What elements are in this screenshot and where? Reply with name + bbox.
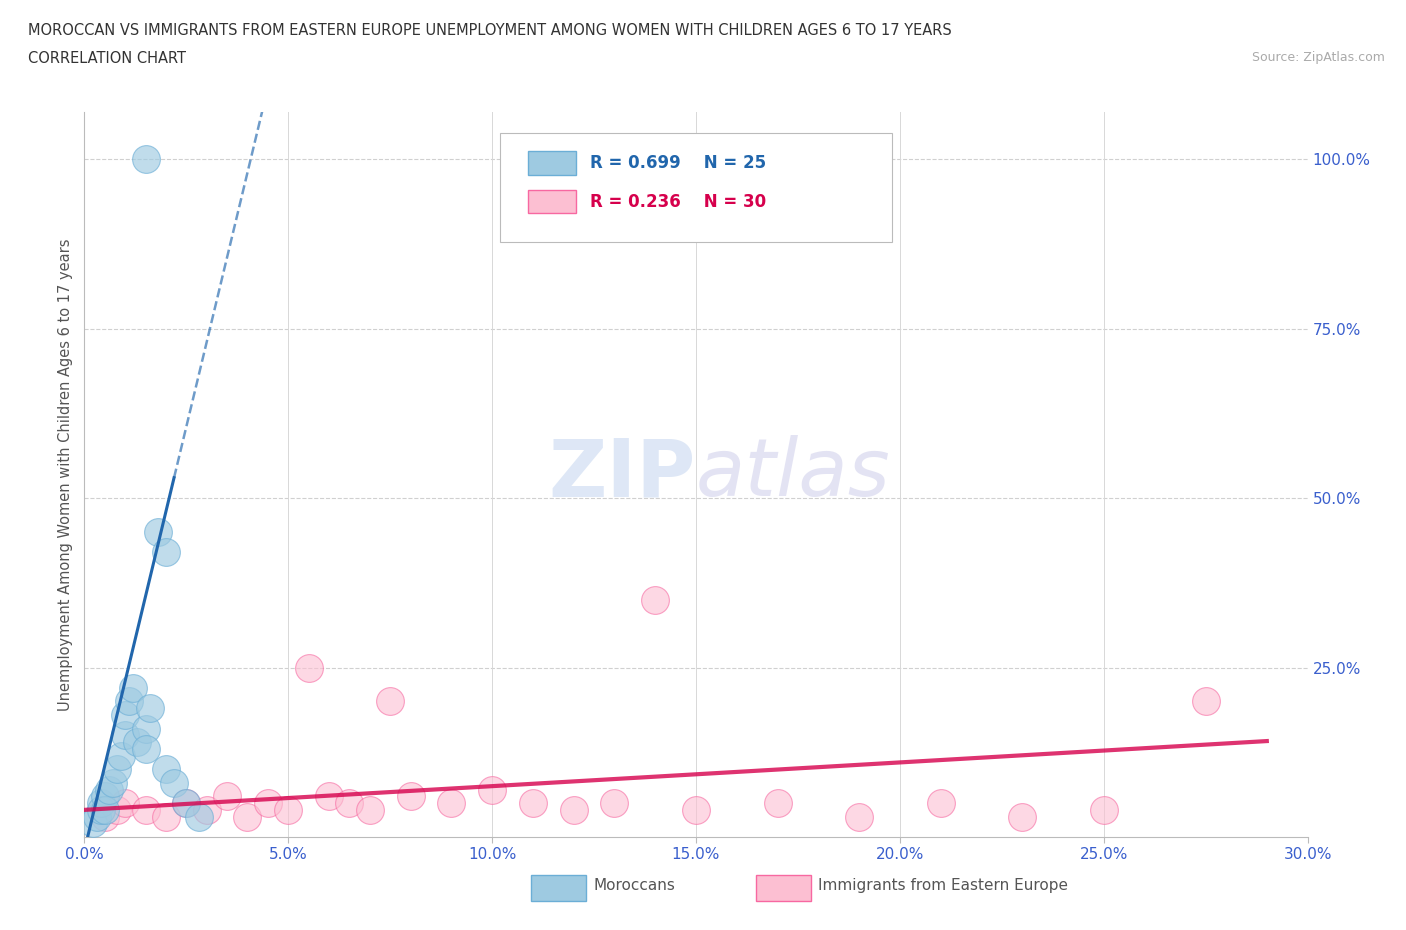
Point	[82, 816, 104, 830]
Point	[1195, 694, 1218, 709]
Point	[93, 803, 117, 817]
Point	[174, 796, 197, 811]
Text: atlas: atlas	[696, 435, 891, 513]
Text: R = 0.236    N = 30: R = 0.236 N = 30	[589, 193, 766, 210]
Point	[97, 782, 120, 797]
Point	[1092, 803, 1115, 817]
Point	[114, 796, 136, 811]
Text: CORRELATION CHART: CORRELATION CHART	[28, 51, 186, 66]
Point	[86, 809, 108, 824]
Point	[174, 796, 197, 811]
Point	[644, 592, 666, 607]
Point	[318, 789, 340, 804]
Point	[380, 694, 402, 709]
Point	[155, 809, 177, 824]
Point	[90, 796, 112, 811]
Point	[1011, 809, 1033, 824]
Point	[118, 694, 141, 709]
Point	[339, 796, 361, 811]
Point	[195, 803, 218, 817]
Point	[359, 803, 381, 817]
Point	[217, 789, 239, 804]
Point	[766, 796, 789, 811]
Point	[236, 809, 259, 824]
Point	[105, 762, 128, 777]
Point	[110, 749, 132, 764]
Point	[93, 789, 117, 804]
Point	[90, 803, 112, 817]
Point	[114, 708, 136, 723]
Text: Source: ZipAtlas.com: Source: ZipAtlas.com	[1251, 51, 1385, 64]
Point	[257, 796, 280, 811]
Point	[399, 789, 422, 804]
Point	[146, 525, 169, 539]
Point	[187, 809, 209, 824]
Point	[127, 735, 149, 750]
FancyBboxPatch shape	[529, 190, 576, 213]
Point	[135, 152, 157, 166]
Point	[440, 796, 463, 811]
Point	[105, 803, 128, 817]
Point	[135, 721, 157, 736]
Text: Immigrants from Eastern Europe: Immigrants from Eastern Europe	[818, 878, 1069, 893]
Point	[685, 803, 707, 817]
Point	[135, 741, 157, 756]
Point	[155, 762, 177, 777]
Point	[848, 809, 870, 824]
Point	[603, 796, 626, 811]
Point	[298, 660, 321, 675]
Point	[481, 782, 503, 797]
Point	[562, 803, 585, 817]
Text: MOROCCAN VS IMMIGRANTS FROM EASTERN EUROPE UNEMPLOYMENT AMONG WOMEN WITH CHILDRE: MOROCCAN VS IMMIGRANTS FROM EASTERN EURO…	[28, 23, 952, 38]
FancyBboxPatch shape	[501, 133, 891, 242]
Point	[114, 728, 136, 743]
Point	[929, 796, 952, 811]
Point	[277, 803, 299, 817]
Point	[163, 776, 186, 790]
FancyBboxPatch shape	[529, 152, 576, 175]
Point	[122, 681, 145, 696]
Y-axis label: Unemployment Among Women with Children Ages 6 to 17 years: Unemployment Among Women with Children A…	[58, 238, 73, 711]
Point	[522, 796, 544, 811]
Point	[101, 776, 124, 790]
Text: Moroccans: Moroccans	[593, 878, 675, 893]
Point	[93, 809, 117, 824]
Text: ZIP: ZIP	[548, 435, 696, 513]
Text: R = 0.699    N = 25: R = 0.699 N = 25	[589, 154, 766, 172]
Point	[138, 700, 160, 715]
Point	[135, 803, 157, 817]
Point	[155, 545, 177, 560]
